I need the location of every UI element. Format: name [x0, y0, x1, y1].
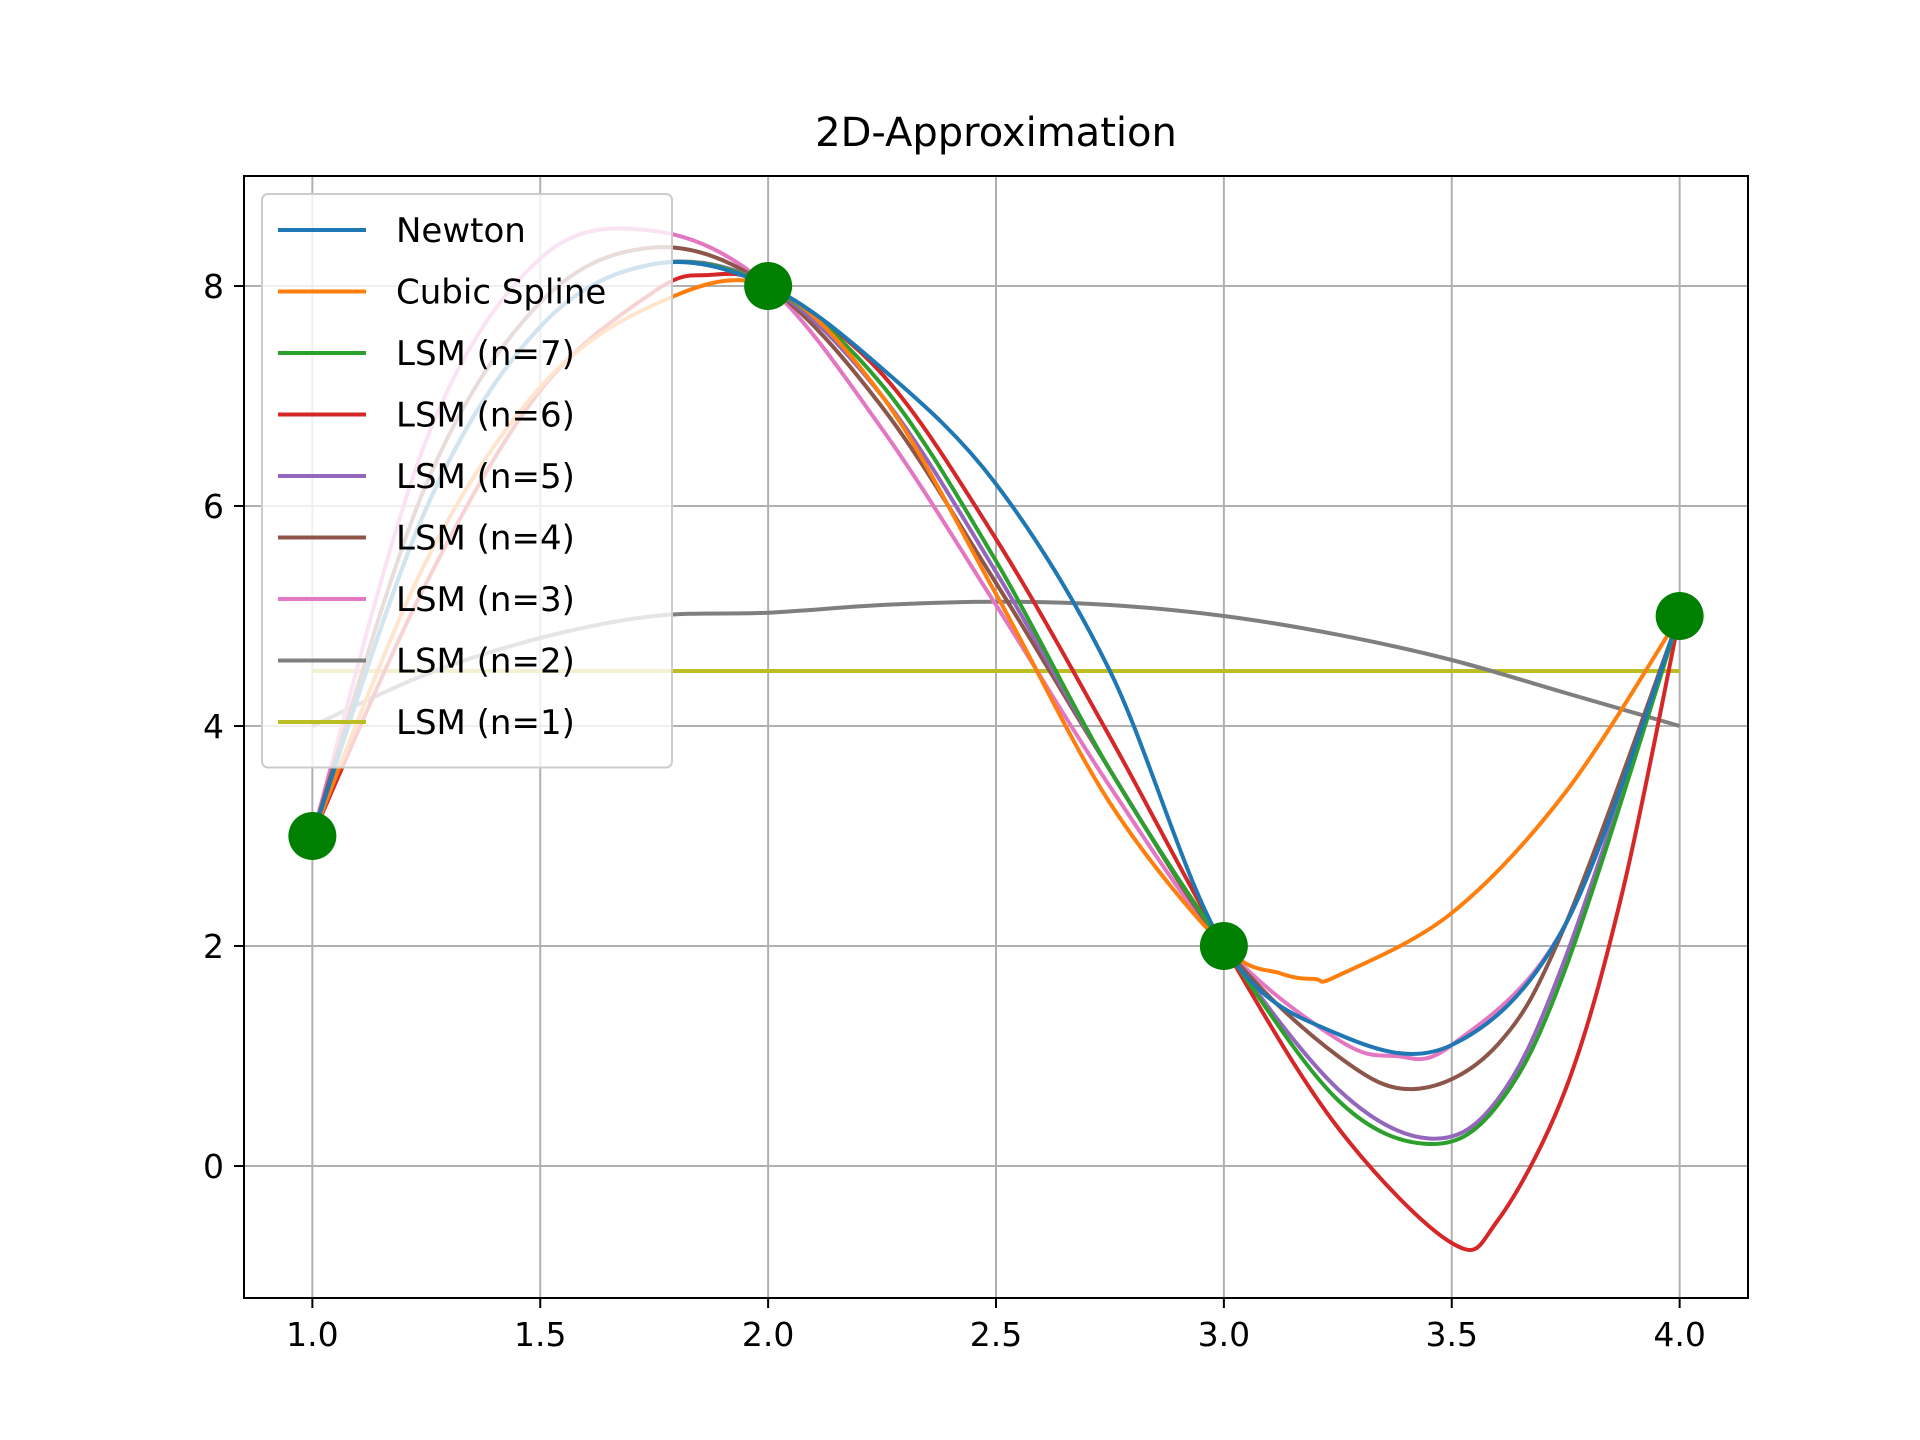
y-tick-label: 8	[203, 267, 224, 306]
legend-label: LSM (n=1)	[396, 703, 575, 743]
y-tick-label: 4	[203, 707, 224, 746]
x-tick-label: 2.5	[970, 1315, 1022, 1354]
legend-label: Newton	[396, 211, 526, 251]
legend-label: LSM (n=2)	[396, 642, 575, 682]
y-tick-label: 6	[203, 487, 224, 526]
legend-label: LSM (n=7)	[396, 334, 575, 374]
axis-ticks: 1.0 1.5 2.0 2.5 3.0 3.5 4.0 0 2 4 6 8	[203, 267, 1706, 1354]
legend: Newton Cubic Spline LSM (n=7) LSM (n=6) LSM …	[261, 193, 673, 769]
chart-title: 2D-Approximation	[815, 110, 1177, 156]
data-point	[288, 812, 337, 860]
y-tick-label: 0	[203, 1147, 224, 1186]
data-point	[744, 262, 793, 310]
legend-box	[261, 193, 673, 769]
legend-label: LSM (n=3)	[396, 580, 575, 620]
y-tick-label: 2	[203, 927, 224, 966]
legend-label: LSM (n=5)	[396, 457, 575, 497]
x-tick-label: 1.5	[514, 1315, 566, 1354]
x-tick-label: 4.0	[1653, 1315, 1705, 1354]
data-point	[1655, 592, 1704, 640]
x-tick-label: 3.0	[1198, 1315, 1250, 1354]
legend-label: Cubic Spline	[396, 273, 606, 313]
data-points	[288, 262, 1704, 970]
x-tick-label: 1.0	[286, 1315, 338, 1354]
x-tick-label: 3.5	[1426, 1315, 1478, 1354]
legend-label: LSM (n=4)	[396, 519, 575, 559]
data-point	[1199, 922, 1248, 970]
x-tick-label: 2.0	[742, 1315, 794, 1354]
legend-label: LSM (n=6)	[396, 396, 575, 436]
